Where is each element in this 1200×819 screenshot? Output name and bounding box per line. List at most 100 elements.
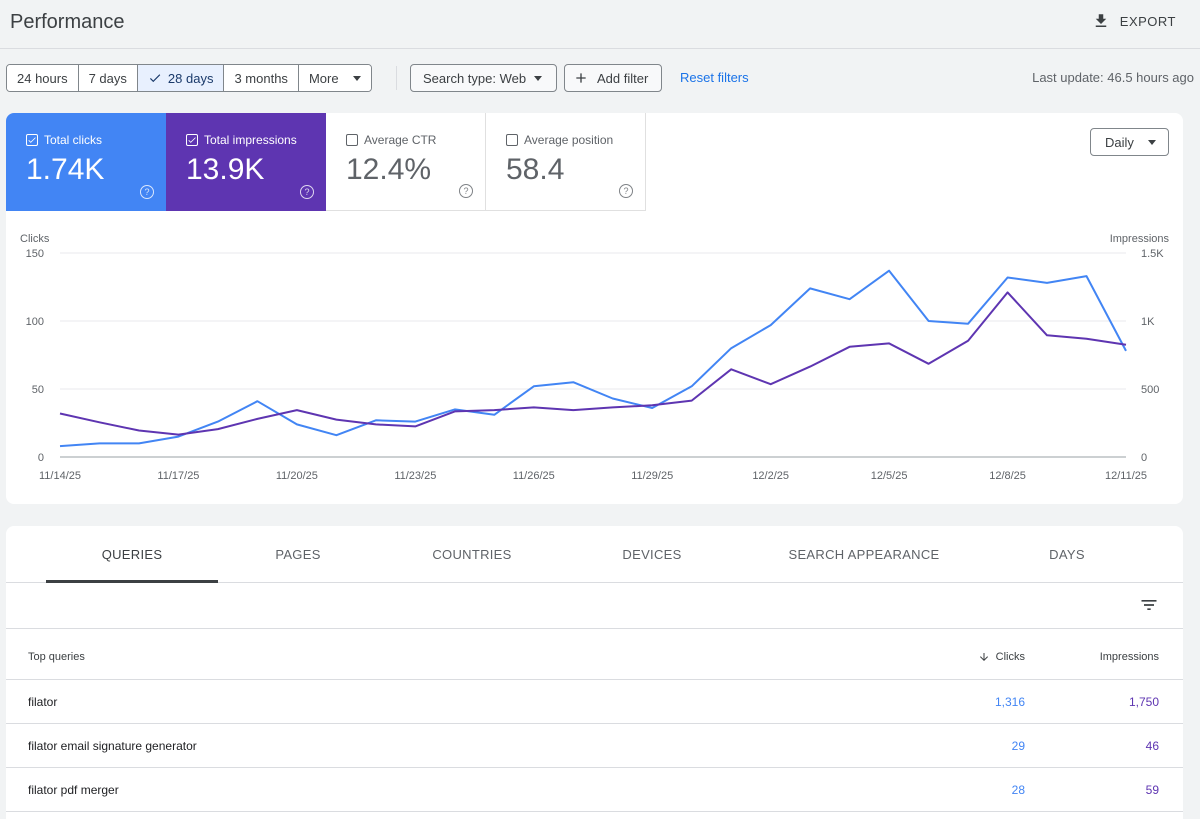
metric-label: Average CTR — [364, 133, 437, 147]
toolbar-divider — [396, 66, 397, 90]
row-query: filator — [28, 695, 58, 709]
row-query: filator pdf merger — [28, 783, 119, 797]
checkbox-unchecked-icon — [506, 134, 518, 146]
y-axis-right-label: Impressions — [1110, 233, 1170, 245]
page-header: Performance EXPORT — [0, 0, 1200, 49]
add-filter-button[interactable]: Add filter — [564, 64, 662, 92]
filter-toolbar: 24 hours 7 days 28 days 3 months More Se… — [6, 64, 1194, 92]
range-24-hours[interactable]: 24 hours — [7, 65, 79, 91]
y-tick-label-left: 150 — [26, 248, 44, 260]
x-tick-label: 12/11/25 — [1105, 470, 1147, 482]
plus-icon — [576, 73, 586, 83]
filter-icon[interactable] — [1139, 595, 1159, 615]
range-label: More — [308, 70, 339, 86]
search-type-label: Search type: Web — [423, 70, 527, 86]
metric-value: 12.4% — [346, 153, 432, 186]
y-tick-label-right: 0 — [1141, 452, 1147, 464]
row-impressions: 59 — [1145, 783, 1159, 797]
x-tick-label: 12/8/25 — [989, 470, 1026, 482]
range-label: 3 months — [234, 70, 288, 86]
y-tick-label-left: 50 — [32, 384, 44, 396]
row-clicks: 1,316 — [994, 695, 1025, 709]
checkbox-unchecked-icon — [346, 134, 358, 146]
metric-average-ctr[interactable]: Average CTR 12.4% ? — [326, 113, 486, 211]
table-filter-row — [6, 583, 1183, 629]
last-update-text: Last update: 46.5 hours ago — [1032, 70, 1194, 85]
y-tick-label-left: 100 — [26, 316, 44, 328]
help-icon[interactable]: ? — [140, 185, 154, 199]
dimension-table-card: QUERIES PAGES COUNTRIES DEVICES SEARCH A… — [6, 526, 1183, 819]
x-tick-label: 11/23/25 — [394, 470, 436, 482]
row-impressions: 1,750 — [1128, 695, 1159, 709]
help-icon[interactable]: ? — [300, 185, 314, 199]
date-range-group: 24 hours 7 days 28 days 3 months More — [6, 64, 372, 92]
page-title: Performance — [10, 11, 125, 33]
series-line-impressions — [59, 291, 1127, 436]
caret-down-icon — [352, 75, 361, 81]
tab-pages[interactable]: PAGES — [275, 547, 321, 562]
x-tick-label: 12/5/25 — [871, 470, 908, 482]
x-tick-label: 11/26/25 — [513, 470, 555, 482]
range-label: 28 days — [167, 70, 214, 86]
active-tab-indicator — [46, 580, 218, 583]
metric-label: Average position — [524, 133, 614, 147]
help-icon[interactable]: ? — [459, 184, 473, 198]
granularity-dropdown[interactable]: Daily — [1090, 128, 1169, 156]
tab-days[interactable]: DAYS — [1049, 547, 1085, 562]
table-row[interactable]: filator email signature generator 29 46 — [6, 724, 1183, 768]
reset-filters-link[interactable]: Reset filters — [680, 70, 749, 85]
range-label: 24 hours — [17, 70, 68, 86]
tab-search-appearance[interactable]: SEARCH APPEARANCE — [788, 547, 940, 562]
tab-countries[interactable]: COUNTRIES — [432, 547, 512, 562]
y-tick-label-left: 0 — [38, 452, 44, 464]
range-label: 7 days — [88, 70, 127, 86]
y-tick-label-right: 500 — [1141, 384, 1159, 396]
range-more-dropdown[interactable]: More — [298, 65, 371, 91]
y-axis-left-label: Clicks — [20, 233, 50, 245]
download-icon — [1095, 14, 1107, 27]
y-tick-label-right: 1K — [1141, 316, 1155, 328]
x-tick-label: 11/14/25 — [39, 470, 81, 482]
performance-line-chart[interactable]: Clicks Impressions 150 1.5K 100 1K 50 500 0 0 11/1… — [6, 228, 1183, 504]
x-tick-label: 12/2/25 — [752, 470, 789, 482]
caret-down-icon — [534, 75, 543, 81]
range-7-days[interactable]: 7 days — [78, 65, 138, 91]
column-header-query[interactable]: Top queries — [28, 651, 85, 663]
checkbox-checked-icon — [26, 134, 38, 146]
row-clicks: 28 — [1011, 783, 1025, 797]
export-button[interactable]: EXPORT — [1092, 10, 1176, 32]
metric-value: 1.74K — [26, 153, 105, 186]
search-type-dropdown[interactable]: Search type: Web — [410, 64, 557, 92]
table-row[interactable]: filator 1,316 1,750 — [6, 680, 1183, 724]
row-query: filator email signature generator — [28, 739, 197, 753]
export-label: EXPORT — [1119, 13, 1176, 29]
column-header-clicks[interactable]: Clicks — [978, 651, 1025, 663]
help-icon[interactable]: ? — [619, 184, 633, 198]
metric-label: Total impressions — [204, 133, 297, 147]
add-filter-label: Add filter — [597, 70, 649, 86]
metric-average-position[interactable]: Average position 58.4 ? — [486, 113, 646, 211]
metric-total-impressions[interactable]: Total impressions 13.9K ? — [166, 113, 326, 211]
dimension-tabs: QUERIES PAGES COUNTRIES DEVICES SEARCH A… — [6, 526, 1183, 583]
x-tick-label: 11/17/25 — [157, 470, 199, 482]
checkbox-checked-icon — [186, 134, 198, 146]
tab-devices[interactable]: DEVICES — [622, 547, 682, 562]
row-impressions: 46 — [1145, 739, 1159, 753]
caret-down-icon — [1147, 139, 1156, 145]
row-clicks: 29 — [1011, 739, 1025, 753]
table-header: Top queries Clicks Impressions — [6, 629, 1183, 680]
range-3-months[interactable]: 3 months — [224, 65, 299, 91]
series-line-clicks — [59, 269, 1127, 448]
x-tick-label: 11/29/25 — [631, 470, 673, 482]
metric-total-clicks[interactable]: Total clicks 1.74K ? — [6, 113, 166, 211]
performance-chart-card: Total clicks 1.74K ? Total impressions 1… — [6, 113, 1183, 504]
column-header-label: Clicks — [995, 651, 1025, 663]
metric-value: 13.9K — [186, 153, 265, 186]
range-28-days[interactable]: 28 days — [137, 65, 225, 91]
check-icon — [149, 74, 161, 83]
x-tick-label: 11/20/25 — [276, 470, 318, 482]
tab-queries[interactable]: QUERIES — [101, 547, 163, 562]
table-row[interactable]: filator pdf merger 28 59 — [6, 768, 1183, 812]
column-header-impressions[interactable]: Impressions — [1099, 651, 1159, 663]
granularity-label: Daily — [1105, 134, 1134, 150]
